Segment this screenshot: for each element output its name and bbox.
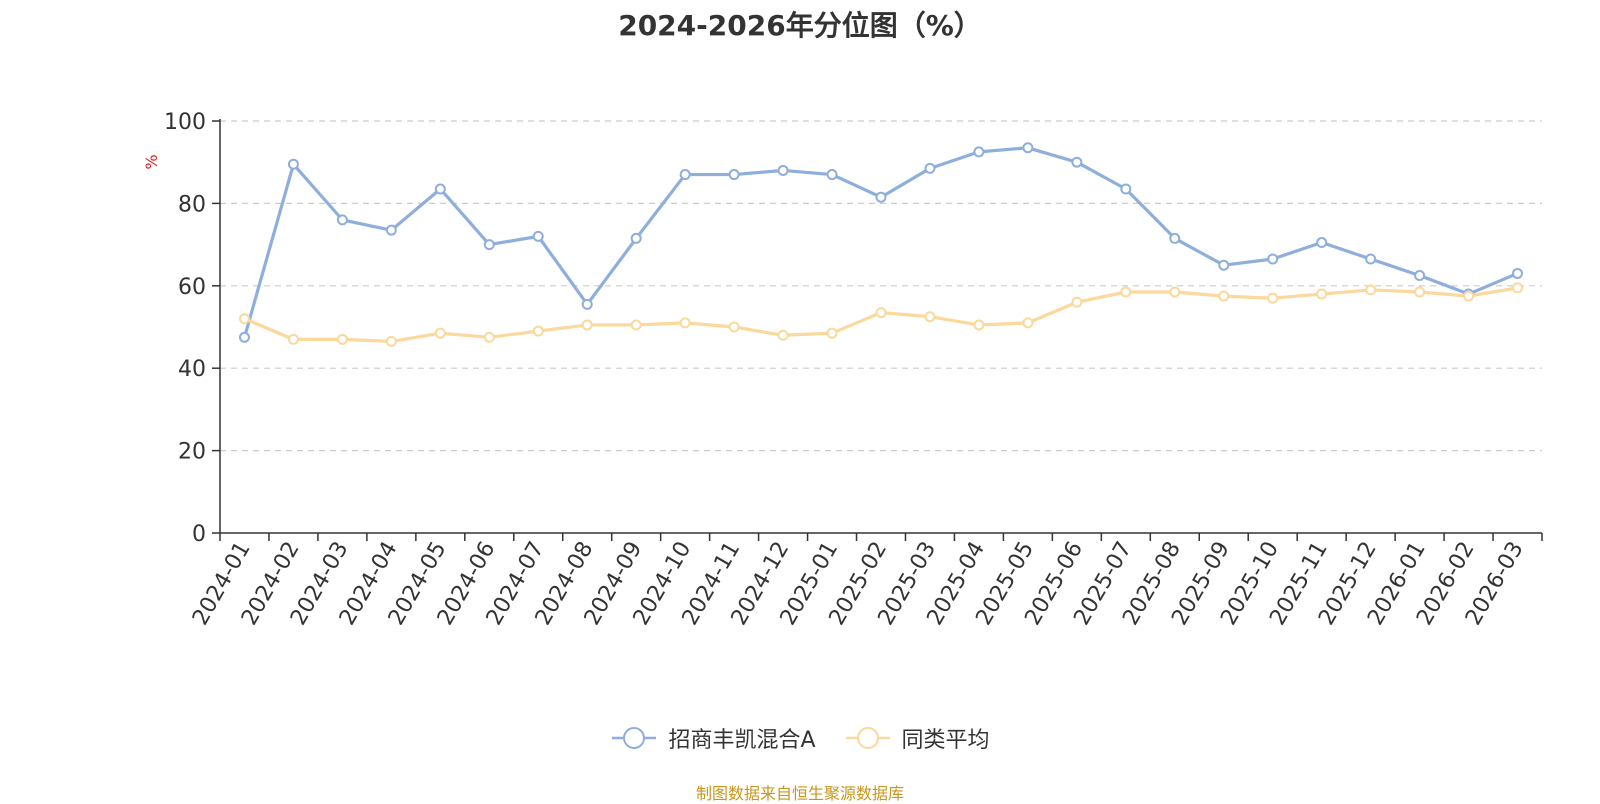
data-point bbox=[1071, 296, 1083, 308]
data-point bbox=[1120, 183, 1132, 195]
data-point bbox=[385, 335, 397, 347]
legend-marker-icon bbox=[612, 727, 657, 749]
legend-item[interactable]: 招商丰凯混合A bbox=[610, 722, 816, 754]
data-point bbox=[679, 169, 691, 181]
data-point bbox=[1365, 284, 1377, 296]
data-point bbox=[1316, 237, 1328, 249]
data-point bbox=[434, 327, 446, 339]
data-point bbox=[1512, 267, 1524, 279]
data-point bbox=[875, 191, 887, 203]
data-point bbox=[287, 158, 299, 170]
data-point bbox=[434, 183, 446, 195]
data-point bbox=[630, 319, 642, 331]
legend-item[interactable]: 同类平均 bbox=[844, 722, 990, 754]
data-point bbox=[385, 224, 397, 236]
data-point bbox=[728, 169, 740, 181]
data-point bbox=[777, 329, 789, 341]
data-point bbox=[679, 317, 691, 329]
y-tick-label: 0 bbox=[192, 522, 206, 547]
data-point bbox=[1169, 286, 1181, 298]
y-axis-label: % bbox=[142, 154, 161, 169]
data-point bbox=[483, 239, 495, 251]
y-tick-label: 20 bbox=[178, 440, 206, 465]
legend: 招商丰凯混合A 同类平均 bbox=[0, 722, 1600, 754]
data-point bbox=[532, 230, 544, 242]
data-point bbox=[581, 298, 593, 310]
data-point bbox=[1512, 282, 1524, 294]
data-point bbox=[924, 162, 936, 174]
data-point bbox=[287, 333, 299, 345]
data-point bbox=[483, 331, 495, 343]
data-point bbox=[1267, 253, 1279, 265]
data-point bbox=[777, 164, 789, 176]
y-tick-label: 100 bbox=[164, 110, 206, 135]
data-point bbox=[1120, 286, 1132, 298]
data-point bbox=[924, 311, 936, 323]
data-point bbox=[1022, 142, 1034, 154]
data-point bbox=[1463, 290, 1475, 302]
data-point bbox=[1414, 286, 1426, 298]
data-point bbox=[728, 321, 740, 333]
series-0 bbox=[238, 142, 1524, 343]
data-point bbox=[1414, 270, 1426, 281]
chart-title: 2024-2026年分位图（%） bbox=[618, 9, 982, 42]
data-point bbox=[238, 331, 250, 343]
data-point bbox=[1022, 317, 1034, 329]
data-point bbox=[973, 146, 985, 158]
y-tick-label: 40 bbox=[178, 357, 206, 382]
y-tick-label: 60 bbox=[178, 275, 206, 300]
data-point bbox=[1169, 232, 1181, 244]
data-point bbox=[1071, 156, 1083, 168]
data-point bbox=[875, 307, 887, 319]
data-point bbox=[630, 232, 642, 244]
source-note: 制图数据来自恒生聚源数据库 bbox=[695, 784, 904, 803]
data-point bbox=[1316, 288, 1328, 300]
data-point bbox=[336, 333, 348, 345]
data-point bbox=[238, 313, 250, 325]
data-point bbox=[532, 325, 544, 337]
data-point bbox=[1365, 253, 1377, 265]
series-1 bbox=[238, 282, 1524, 347]
legend-label: 招商丰凯混合A bbox=[668, 728, 816, 753]
data-point bbox=[1218, 259, 1230, 271]
legend-marker-icon bbox=[845, 727, 890, 749]
data-point bbox=[1267, 292, 1279, 304]
data-point bbox=[973, 319, 985, 331]
y-tick-label: 80 bbox=[178, 192, 206, 217]
data-point bbox=[336, 214, 348, 226]
data-point bbox=[826, 169, 838, 181]
data-point bbox=[581, 319, 593, 331]
legend-label: 同类平均 bbox=[901, 728, 990, 753]
data-point bbox=[826, 327, 838, 339]
data-point bbox=[1218, 290, 1230, 302]
